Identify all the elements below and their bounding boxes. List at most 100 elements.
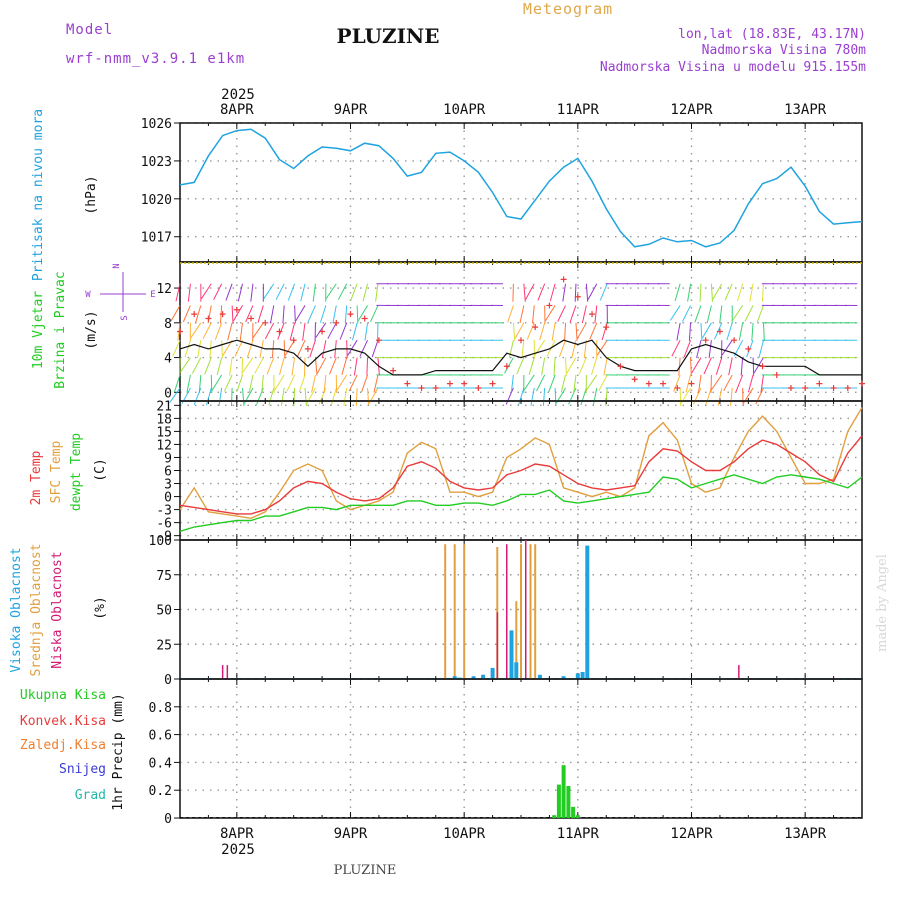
top-tick-label: 8APR (220, 102, 254, 118)
wind-arrow (221, 340, 223, 359)
wind-arrow (190, 322, 202, 339)
panel-wind: 0 4 8 12 (156, 261, 865, 407)
wind-arrow (325, 283, 337, 299)
meteogram-label: Meteogram (523, 0, 613, 18)
wind-arrow (231, 387, 233, 407)
wind-gust-point (418, 384, 425, 391)
wind-arrow (279, 357, 285, 376)
wind-arrow (336, 374, 348, 391)
cloud-high-bar (585, 545, 590, 679)
wind-arrow (315, 322, 327, 338)
wind-arrow (706, 305, 712, 324)
cloud-high-bar (575, 673, 580, 679)
wind-ytick-label: 8 (164, 317, 172, 332)
wind-arrow (735, 374, 744, 392)
wind-gust-point (802, 384, 809, 391)
bottom-tick-label: 10APR (443, 826, 486, 842)
model-elevation-label: Nadmorska Visina u modelu 915.155m (600, 60, 866, 75)
wind-arrow (337, 283, 348, 300)
cloud-low-bar (738, 665, 740, 679)
temperature-ytick-label: 3 (164, 478, 172, 493)
wind-arrow (728, 357, 733, 376)
wind-gust-point (574, 293, 581, 300)
wind-arrow (197, 340, 202, 358)
wind-arrow (297, 339, 306, 357)
wind-speed-line (179, 339, 862, 376)
wind-arrow (356, 305, 359, 324)
wind-arrow (231, 305, 234, 324)
wind-gust-point (844, 384, 851, 391)
wind-gust-point (716, 328, 723, 335)
wind-arrow (236, 374, 243, 393)
wind-arrow (594, 305, 598, 324)
wind-arrow (557, 305, 566, 322)
wind-arrow (542, 387, 546, 406)
wind-arrow (254, 357, 264, 374)
wind-arrow (304, 387, 307, 406)
top-year-label: 2025 (221, 87, 255, 103)
wind-arrow (321, 340, 327, 358)
wind-arrow (274, 374, 285, 391)
wind-arrow (564, 322, 567, 341)
wind-arrow (179, 357, 191, 373)
top-tick-labels: 8APR 9APR 10APR 11APR 12APR 13APR (220, 102, 827, 118)
precip-ytick-label: 0.2 (149, 784, 172, 799)
wind-arrow (591, 357, 598, 375)
wind-arrow (237, 283, 244, 302)
cloud-mid-bar (444, 544, 447, 679)
wind-gust-point (177, 328, 183, 335)
wind-arrow (204, 357, 212, 375)
wind-gust-point (361, 315, 368, 322)
wind-gust-point (702, 337, 709, 344)
wind-arrow (323, 374, 327, 393)
cloud-ylabel-low: Niska Oblacnost (50, 551, 65, 668)
wind-ytick-label: 12 (156, 282, 172, 297)
wind-arrow (545, 305, 556, 321)
model-label: Model (66, 22, 113, 38)
wind-arrow (703, 357, 712, 375)
wind-arrow (373, 374, 379, 393)
compass-north: N (112, 263, 122, 268)
wind-arrow (264, 322, 275, 340)
wind-arrow (355, 387, 358, 406)
wind-arrow (525, 283, 535, 300)
precip-bar (566, 786, 571, 818)
wind-arrow (371, 340, 379, 358)
wind-gust-point (816, 380, 823, 387)
pressure-unit: (hPa) (84, 175, 99, 214)
wind-arrow (671, 339, 681, 357)
wind-arrow (761, 283, 764, 302)
wind-arrow (353, 357, 358, 376)
wind-arrow (364, 322, 369, 341)
wind-arrow (291, 357, 296, 376)
precip-ytick-label: 0 (164, 812, 172, 827)
cloud-low-bar (506, 544, 508, 679)
wind-arrow (512, 322, 516, 341)
cloud-mid-bar (515, 601, 518, 679)
clouds-ytick-label: 75 (156, 569, 172, 584)
wind-arrow (257, 305, 264, 323)
wind-arrow (733, 339, 744, 357)
wind-arrow (581, 305, 587, 324)
wind-arrow (263, 283, 275, 299)
precip-legend-total: Ukupna Kisa (20, 688, 106, 703)
wind-arrow (710, 283, 713, 302)
wind-gust-point (560, 276, 567, 283)
wind-arrow (687, 283, 692, 302)
temp-dewpt-line (179, 474, 863, 532)
top-tick-label: 13APR (784, 102, 827, 118)
wind-arrow (730, 387, 733, 406)
temp-ylabel-dewpt: dewpt Temp (69, 433, 84, 511)
wind-arrow (316, 357, 327, 374)
wind-arrow (549, 283, 556, 302)
wind-gust-point (546, 302, 553, 309)
wind-arrow (504, 357, 514, 374)
panel-pressure: 1017 1020 1023 1026 (141, 117, 863, 263)
wind-arrow (319, 305, 327, 323)
wind-gust-point (631, 376, 638, 383)
temperature-ytick-label: 21 (156, 399, 172, 414)
wind-gust-point (645, 380, 652, 387)
wind-arrow (690, 357, 692, 376)
wind-arrow (696, 340, 702, 358)
